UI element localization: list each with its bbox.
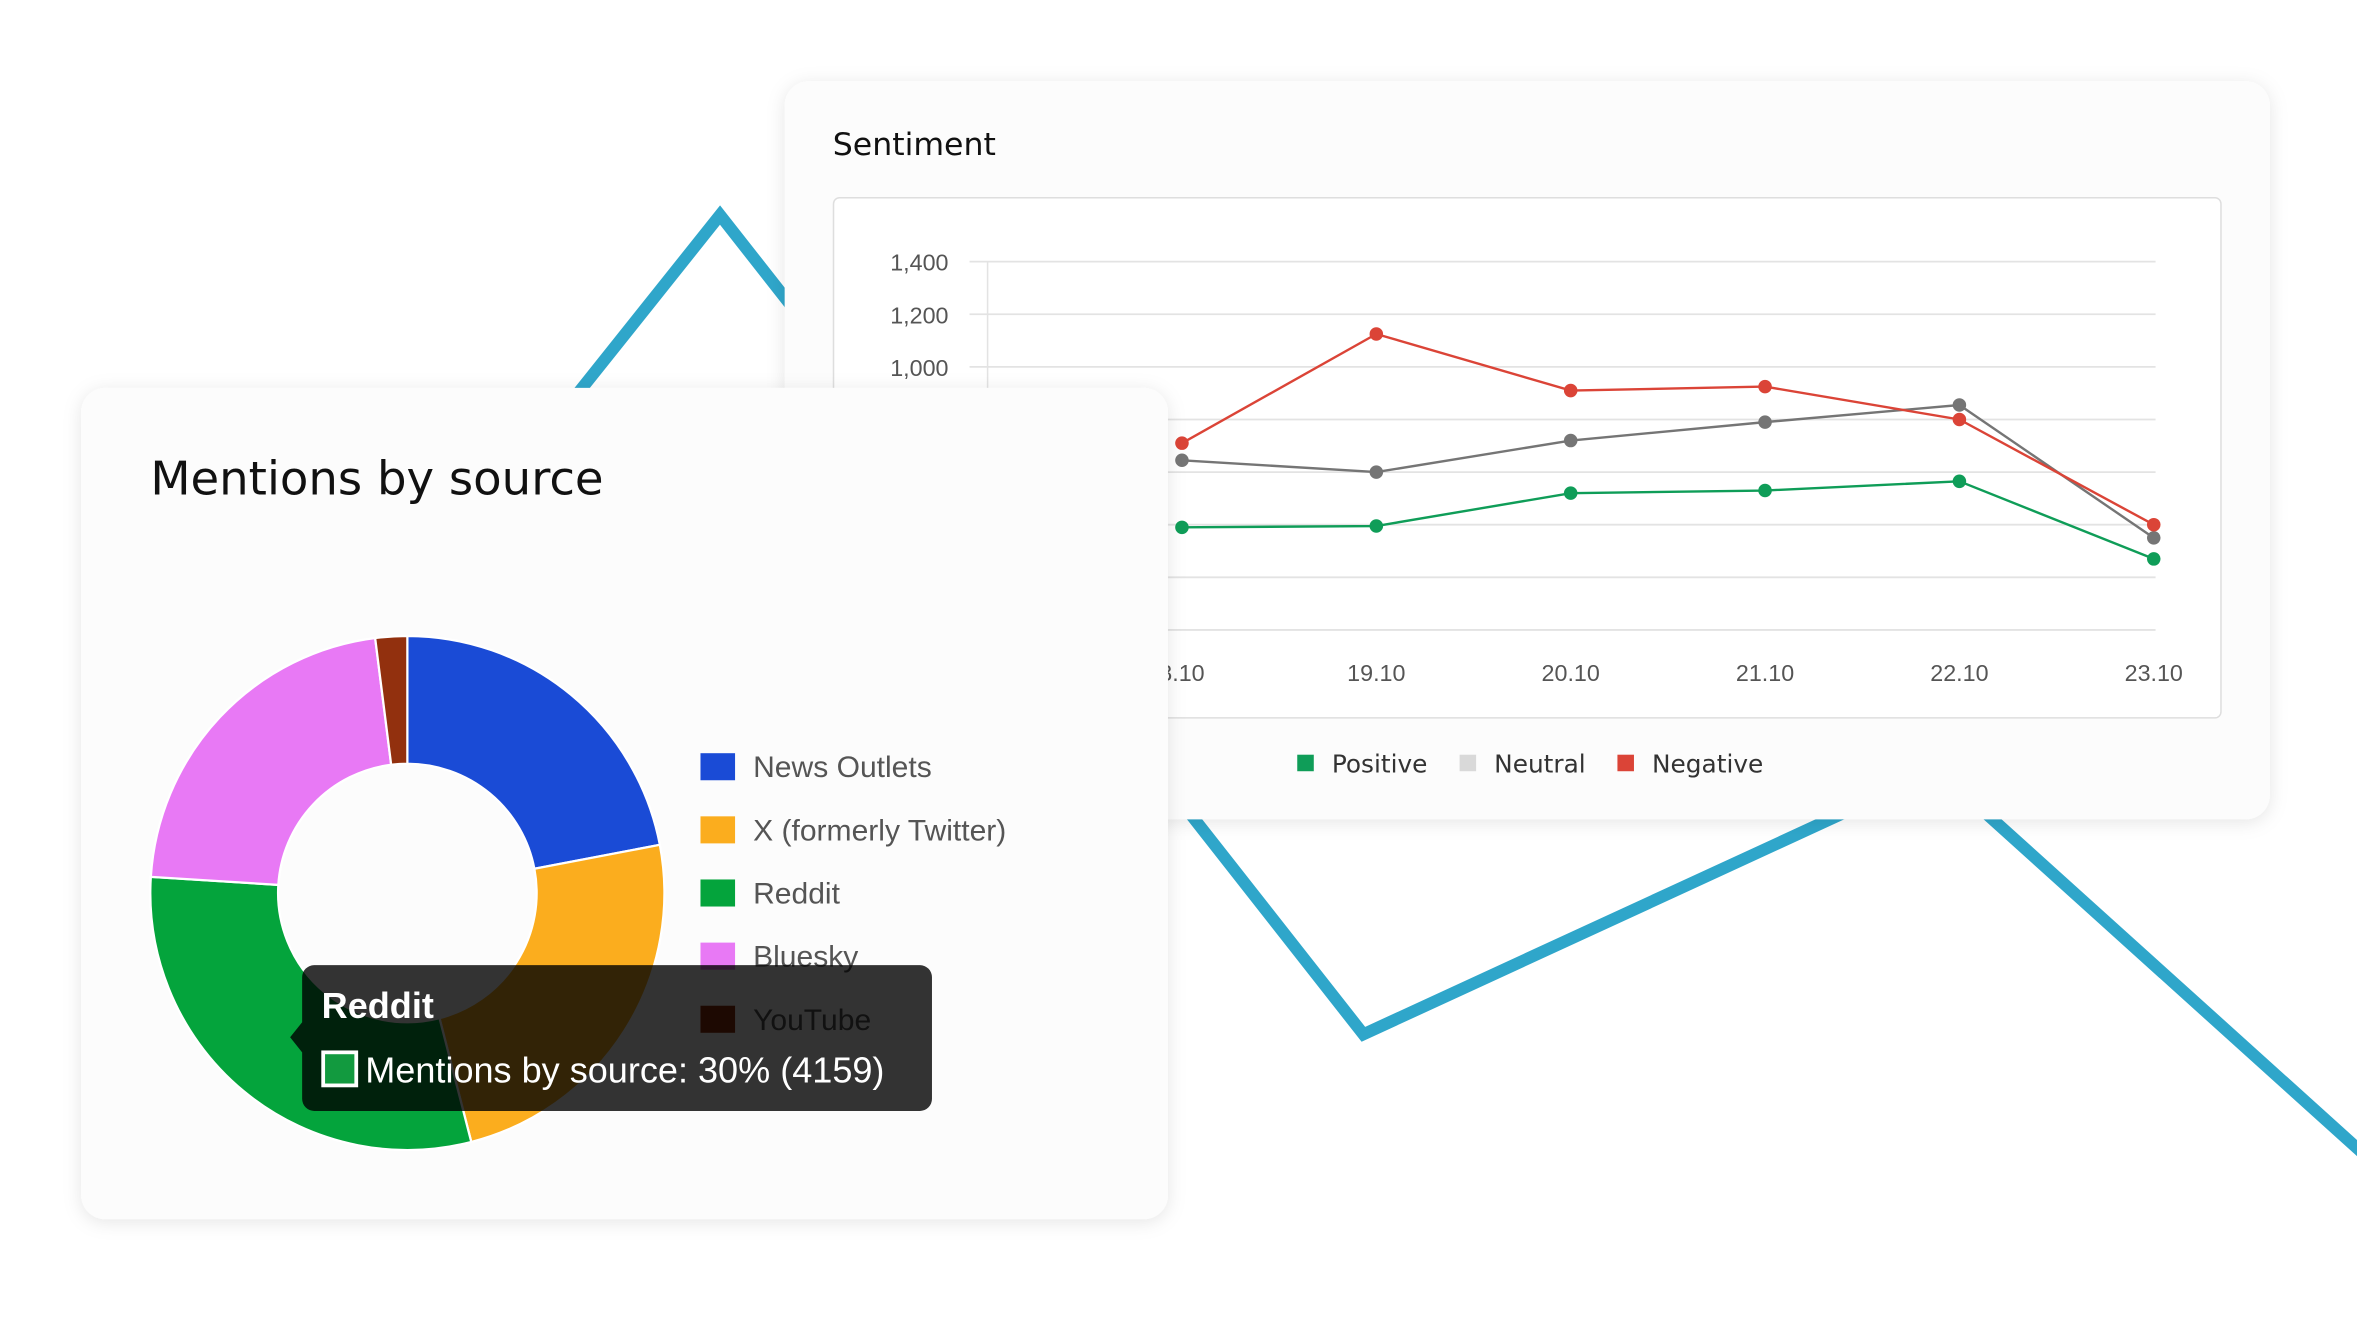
legend-swatch [700,753,736,781]
y-tick-label: 1,200 [890,302,948,328]
legend-swatch-neutral [1459,754,1477,772]
legend-label: News Outlets [753,751,932,784]
data-point-negative [1369,327,1384,341]
mentions-card: Mentions by source News Outlets X (former… [81,387,1168,1220]
data-point-neutral [2147,531,2161,545]
legend-label-positive: Positive [1332,750,1428,779]
data-point-positive [1952,474,1967,489]
data-point-negative [1563,383,1578,398]
data-point-positive [2147,552,2161,566]
data-point-negative [2147,517,2161,532]
x-tick-label: 21.10 [1736,660,1794,686]
data-point-negative [1175,436,1189,450]
x-tick-label: 22.10 [1930,660,1988,686]
data-point-neutral [1563,433,1578,448]
tooltip: Reddit Mentions by source: 30% (4159) [290,965,932,1111]
x-tick-label: 23.10 [2125,660,2183,686]
data-point-neutral [1952,398,1967,412]
series-line-positive [1181,480,2155,561]
data-point-negative [1952,412,1967,427]
legend-swatch [700,816,736,844]
data-point-positive [1369,519,1384,533]
legend-label: X (formerly Twitter) [753,814,1006,847]
legend-label: Reddit [753,878,841,911]
legend-swatch [700,879,736,907]
data-point-positive [1563,486,1578,500]
data-point-positive [1758,483,1772,498]
y-tick-label: 1,400 [890,250,948,276]
data-point-neutral [1369,465,1384,479]
data-point-negative [1758,379,1772,394]
sentiment-legend: Positive Neutral Negative [1297,750,1763,779]
data-point-positive [1175,520,1189,535]
x-tick-label: 19.10 [1347,660,1405,686]
tooltip-swatch [321,1050,359,1088]
data-point-neutral [1175,453,1189,468]
series-line-neutral [1181,403,2155,539]
x-tick-label: 20.10 [1542,660,1600,686]
legend-label-neutral: Neutral [1494,750,1586,779]
legend-label-negative: Negative [1652,750,1763,779]
donut-slice-news-outlets [406,634,662,871]
tooltip-title: Reddit [322,985,434,1026]
decorative-zigzag-line [431,205,2357,1157]
sentiment-title: Sentiment [833,127,996,163]
y-tick-label: 1,000 [890,355,948,381]
donut-slice-bluesky [149,636,393,887]
mentions-title: Mentions by source [150,452,603,506]
legend-swatch-positive [1297,754,1314,772]
tooltip-text: Mentions by source: 30% (4159) [365,1049,884,1090]
donut-slice-youtube [373,634,409,766]
data-point-neutral [1758,415,1772,429]
series-line-negative [1181,332,2155,526]
legend-swatch-negative [1617,754,1634,772]
